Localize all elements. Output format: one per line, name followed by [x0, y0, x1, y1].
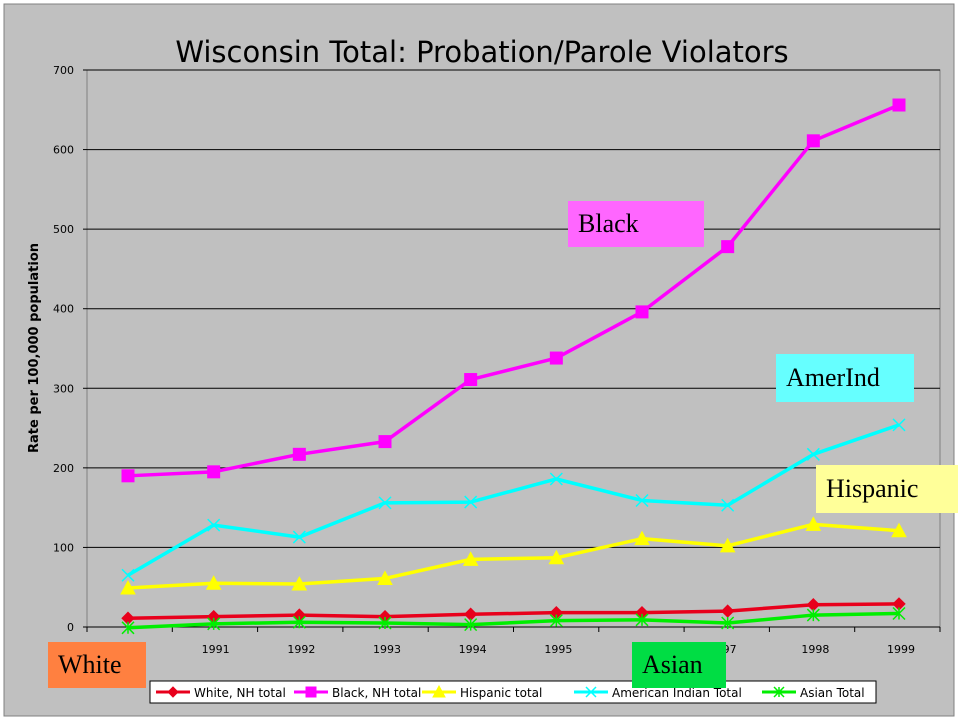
- legend-marker: [773, 686, 785, 698]
- data-point-american-indian-total: [635, 493, 649, 508]
- x-tick-label: 1993: [373, 643, 401, 656]
- callout-black: Black: [568, 201, 704, 247]
- callout-asian: Asian: [632, 642, 726, 688]
- data-point-hispanic-total: [548, 549, 565, 565]
- data-point-asian-total: [292, 615, 306, 629]
- legend-label: Asian Total: [800, 686, 865, 700]
- legend-item-american-indian-total: American Indian Total: [574, 686, 742, 700]
- x-tick-label: 1994: [459, 643, 487, 656]
- data-point-hispanic-total: [805, 516, 822, 531]
- data-point-american-indian-total: [806, 447, 820, 461]
- legend-marker: [585, 686, 597, 698]
- data-point-hispanic-total: [291, 575, 308, 591]
- data-point-hispanic-total: [205, 575, 222, 590]
- y-tick-label: 500: [53, 223, 74, 236]
- data-point-american-indian-total: [549, 472, 563, 486]
- legend-label: White, NH total: [194, 686, 286, 700]
- data-point-american-indian-total: [721, 498, 735, 512]
- data-point-american-indian-total: [292, 530, 306, 544]
- x-tick-label: 97: [723, 643, 737, 656]
- legend-label: American Indian Total: [612, 686, 742, 700]
- legend-item-asian-total: Asian Total: [762, 686, 865, 700]
- series-lines: [120, 98, 907, 635]
- data-point-black-nh-total: [464, 373, 478, 387]
- legend-marker: [305, 686, 317, 698]
- plot-area: [86, 69, 941, 628]
- y-axis-title: Rate per 100,000 population: [27, 243, 42, 453]
- series-american-indian-total: [121, 418, 906, 582]
- data-point-hispanic-total: [891, 522, 907, 538]
- data-point-black-nh-total: [207, 465, 221, 479]
- data-point-hispanic-total: [634, 530, 650, 546]
- data-point-asian-total: [806, 608, 820, 622]
- data-point-black-nh-total: [292, 447, 306, 461]
- data-point-asian-total: [892, 606, 906, 621]
- data-point-american-indian-total: [121, 568, 135, 582]
- series-hispanic-total: [120, 516, 907, 595]
- legend-item-hispanic-total: Hispanic total: [422, 684, 542, 700]
- series-line-hispanic-total: [127, 522, 900, 590]
- chart-title: Wisconsin Total: Probation/Parole Violat…: [175, 35, 788, 69]
- data-point-american-indian-total: [207, 518, 221, 532]
- data-point-black-nh-total: [549, 351, 563, 365]
- y-tick-label: 400: [53, 303, 74, 316]
- legend-marker: [432, 684, 446, 698]
- y-tick-label: 300: [53, 382, 74, 395]
- data-point-asian-total: [378, 616, 392, 630]
- data-point-asian-total: [207, 617, 221, 631]
- data-point-asian-total: [721, 616, 735, 630]
- legend-item-black-nh-total: Black, NH total: [294, 686, 421, 700]
- series-line-white-nh-total: [127, 602, 900, 620]
- x-tick-label: 1998: [801, 643, 829, 656]
- y-tick-label: 0: [67, 621, 74, 634]
- data-point-black-nh-total: [806, 134, 820, 148]
- data-point-hispanic-total: [120, 579, 136, 595]
- legend-item-white-nh-total: White, NH total: [156, 686, 286, 700]
- x-tick-label: 1991: [202, 643, 230, 656]
- series-asian-total: [121, 606, 906, 635]
- callout-amerind: AmerInd: [776, 354, 914, 402]
- legend-label: Black, NH total: [332, 686, 421, 700]
- x-tick-label: 1992: [287, 643, 315, 656]
- callout-white: White: [48, 642, 146, 688]
- data-point-black-nh-total: [378, 435, 392, 449]
- data-point-asian-total: [464, 618, 478, 632]
- data-point-black-nh-total: [635, 305, 649, 319]
- data-point-asian-total: [549, 614, 563, 628]
- y-tick-label: 700: [53, 64, 74, 77]
- data-point-black-nh-total: [721, 240, 735, 254]
- callout-hispanic: Hispanic: [816, 465, 958, 513]
- series-line-black-nh-total: [127, 103, 900, 478]
- legend-label: Hispanic total: [460, 686, 542, 700]
- series-line-asian-total: [127, 611, 900, 630]
- series-line-american-indian-total: [127, 423, 900, 577]
- data-point-black-nh-total: [121, 469, 135, 483]
- axes: 0 100 200 300 400 500 600 700 1991 1992 1993 1994 19…: [53, 64, 941, 656]
- data-point-hispanic-total: [462, 551, 479, 566]
- data-point-black-nh-total: [892, 98, 906, 112]
- data-point-asian-total: [121, 621, 135, 635]
- legend-marker: [167, 686, 179, 698]
- data-point-american-indian-total: [378, 496, 392, 510]
- data-point-american-indian-total: [892, 418, 906, 432]
- data-point-asian-total: [635, 613, 649, 627]
- x-tick-label: 1995: [544, 643, 572, 656]
- data-point-hispanic-total: [719, 537, 736, 553]
- y-tick-label: 200: [53, 462, 74, 475]
- data-point-american-indian-total: [464, 495, 478, 509]
- y-tick-label: 600: [53, 144, 74, 157]
- legend: White, NH total Black, NH total Hispanic t…: [149, 680, 877, 704]
- series-white-nh-total: [121, 597, 906, 625]
- y-tick-label: 100: [53, 541, 74, 554]
- data-point-hispanic-total: [377, 570, 393, 585]
- x-tick-label: 1999: [887, 643, 915, 656]
- series-black-nh-total: [121, 98, 906, 483]
